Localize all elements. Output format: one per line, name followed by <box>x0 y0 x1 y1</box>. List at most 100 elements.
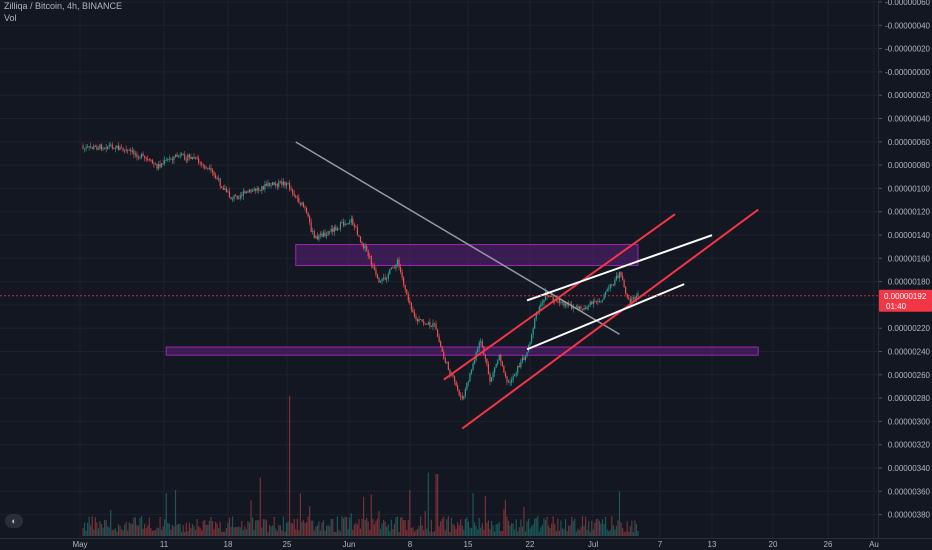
candle-body <box>162 163 164 165</box>
volume-bar <box>140 516 143 536</box>
volume-bar <box>190 528 192 536</box>
candle-body <box>532 328 534 335</box>
volume-bar <box>216 523 218 536</box>
candle-body <box>238 198 240 200</box>
volume-bar <box>373 524 375 536</box>
volume-bar <box>270 526 272 536</box>
volume-bar <box>194 530 197 536</box>
volume-bar <box>219 521 221 536</box>
volume-bar <box>412 527 414 536</box>
volume-bar <box>618 491 621 536</box>
volume-bar <box>438 526 440 536</box>
candle-body <box>156 163 158 169</box>
candle-body <box>145 157 147 160</box>
volume-bar <box>555 531 557 536</box>
volume-bar <box>577 528 579 536</box>
candle-body <box>108 145 110 147</box>
volume-bar <box>161 529 163 536</box>
candle-body <box>213 172 215 175</box>
volume-bar <box>554 523 556 536</box>
candle-body <box>541 302 544 304</box>
candle-body <box>147 159 149 160</box>
volume-bar <box>253 530 255 536</box>
volume-bar <box>188 522 190 536</box>
volume-bar <box>287 521 289 536</box>
volume-bar <box>177 523 180 536</box>
volume-bar <box>568 525 570 536</box>
volume-label[interactable]: Vol <box>4 13 17 23</box>
price-axis: -0.00000060 -0.00000040 -0.00000020 -0.0000… <box>878 0 931 520</box>
volume-bar <box>350 513 352 536</box>
volume-bar <box>102 527 104 536</box>
volume-bar <box>461 525 463 536</box>
tradingview-logo-icon[interactable]: ◐ <box>5 514 23 528</box>
candle-body <box>290 188 292 190</box>
grid <box>0 0 878 538</box>
volume-bar <box>614 529 616 536</box>
volume-bar <box>421 525 423 536</box>
candle-body <box>453 376 456 382</box>
candle-body <box>265 183 268 186</box>
volume-bar <box>393 524 396 536</box>
volume-bar <box>309 506 311 536</box>
volume-bar <box>581 516 584 536</box>
candle-body <box>247 191 249 193</box>
volume-bar <box>364 519 366 536</box>
volume-bar <box>236 526 238 536</box>
candle-body <box>507 381 510 383</box>
volume-bar <box>133 517 135 536</box>
candle-body <box>273 182 275 185</box>
volume-bar <box>93 529 95 536</box>
volume-bar <box>353 524 355 536</box>
candle-body <box>329 231 331 233</box>
symbol-title[interactable]: Zilliqa / Bitcoin, 4h, BINANCE <box>4 1 123 11</box>
volume-bar <box>418 525 420 536</box>
candle-body <box>581 309 584 310</box>
volume-bar <box>134 517 137 536</box>
volume-bar <box>352 529 354 536</box>
candle-body <box>130 149 132 152</box>
candle-body <box>629 298 631 304</box>
volume-bar <box>526 521 528 536</box>
candle-body <box>259 189 261 191</box>
candle-body <box>134 153 137 155</box>
candle-body <box>153 163 155 165</box>
volume-bar <box>544 520 547 536</box>
candle-body <box>103 147 106 149</box>
volume-bar <box>251 517 254 536</box>
volume-bar <box>409 490 411 536</box>
volume-bar <box>452 523 454 536</box>
candle-body <box>198 158 200 163</box>
candle-body <box>489 374 491 382</box>
volume-bar <box>449 531 451 536</box>
volume-bar <box>478 517 480 536</box>
candle-body <box>316 236 318 240</box>
volume-bar <box>481 523 483 536</box>
volume-bar <box>600 523 602 536</box>
volume-bar <box>145 528 147 536</box>
candle-body <box>207 167 209 169</box>
volume-bar <box>626 521 628 536</box>
volume-bar <box>427 472 429 536</box>
candle-body <box>469 373 471 382</box>
volume-bar <box>578 530 581 536</box>
volume-bar <box>594 522 596 536</box>
candle-body <box>433 323 436 325</box>
candle-body <box>90 146 92 148</box>
candle-body <box>481 341 483 348</box>
candle-body <box>618 272 621 279</box>
candle-body <box>113 148 115 150</box>
candle-body <box>350 218 352 223</box>
volume-bar <box>370 494 372 536</box>
candle-body <box>293 193 295 196</box>
candle-body <box>270 185 272 186</box>
volume-bar <box>634 520 636 536</box>
volume-bar <box>359 528 362 536</box>
volume-bar <box>486 522 488 536</box>
volume-bar <box>429 531 431 536</box>
volume-bar <box>637 530 639 536</box>
volume-bar <box>182 525 184 536</box>
candle-body <box>552 296 554 301</box>
volume-bar <box>399 517 402 536</box>
